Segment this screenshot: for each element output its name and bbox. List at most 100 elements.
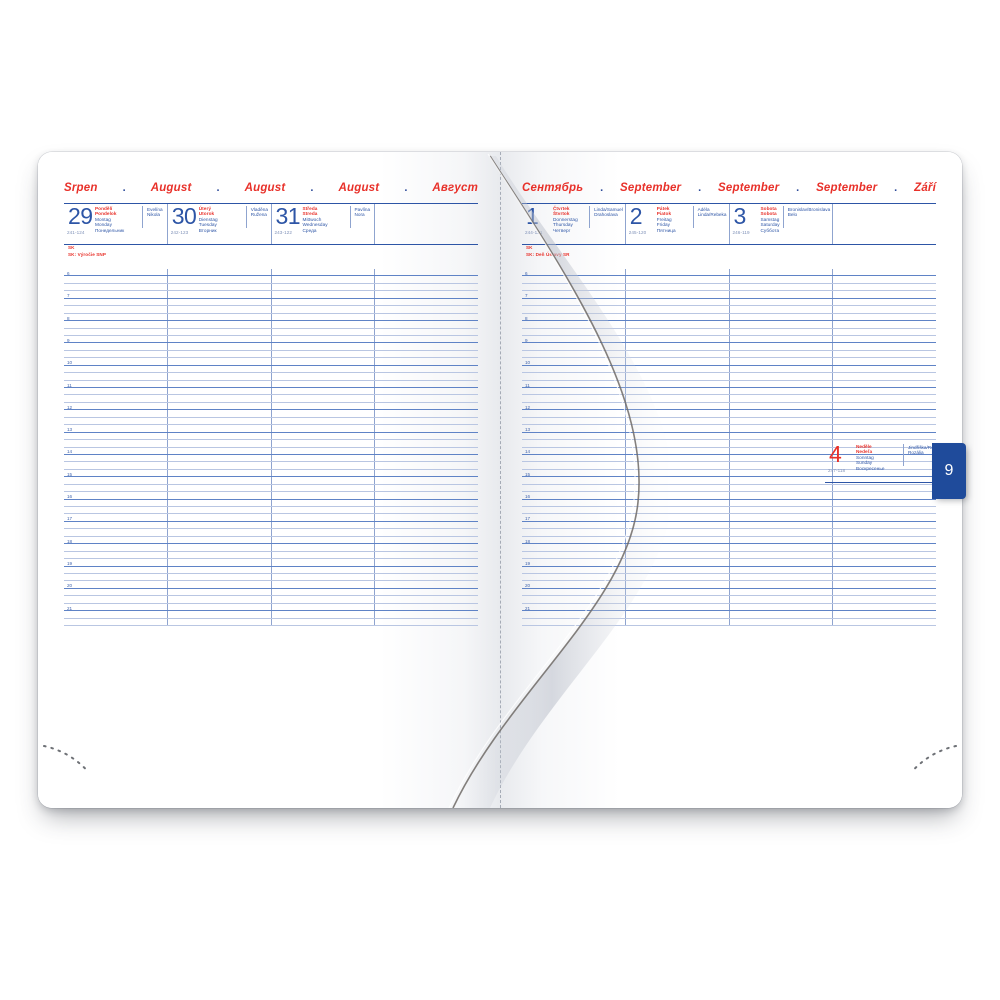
day-header-cell[interactable]	[832, 204, 936, 244]
time-slot-row[interactable]	[64, 500, 478, 507]
time-slot-row[interactable]: 16	[64, 492, 478, 500]
time-slot-row[interactable]	[64, 388, 478, 396]
day-header-cell[interactable]	[374, 204, 478, 244]
time-slot-row[interactable]	[522, 388, 936, 396]
time-slot-row[interactable]	[522, 351, 936, 359]
day-header-cell[interactable]: 29 241-124 Pondělí Pondelok Montag Monday Поне…	[64, 204, 167, 244]
time-slot-row[interactable]	[64, 284, 478, 292]
time-slot-row[interactable]: 13	[64, 425, 478, 433]
time-slot-row[interactable]	[64, 619, 478, 626]
time-slot-row[interactable]	[522, 306, 936, 314]
time-slot-row[interactable]	[522, 395, 936, 403]
time-slot-row[interactable]	[522, 574, 936, 582]
time-slot-row[interactable]: 18	[64, 537, 478, 545]
time-slot-row[interactable]	[522, 440, 936, 448]
time-slot-row[interactable]	[522, 529, 936, 537]
time-slot-row[interactable]: 10	[522, 358, 936, 366]
time-slot-row[interactable]	[64, 596, 478, 604]
time-slot-row[interactable]	[64, 462, 478, 470]
time-slot-row[interactable]	[522, 299, 936, 307]
time-slot-row[interactable]	[64, 455, 478, 463]
time-slot-row[interactable]	[64, 410, 478, 418]
time-slot-row[interactable]: 6	[64, 269, 478, 277]
time-slot-row[interactable]	[64, 373, 478, 381]
time-slot-row[interactable]	[64, 329, 478, 336]
time-slot-row[interactable]	[522, 373, 936, 381]
open-planner-book[interactable]: Srpen. August. August. August. Август 29 241-…	[38, 152, 962, 808]
day-header-cell[interactable]: 4 247-118 Neděle Nedeľa Sonntag Sunday Воскрес…	[825, 442, 953, 474]
time-slot-row[interactable]	[522, 589, 936, 597]
time-slot-row[interactable]	[64, 321, 478, 329]
time-slot-row[interactable]: 9	[64, 336, 478, 344]
time-slot-row[interactable]: 20	[64, 581, 478, 589]
time-slot-row[interactable]	[522, 596, 936, 604]
time-slot-row[interactable]	[522, 410, 936, 418]
time-slot-row[interactable]	[522, 477, 936, 485]
time-slot-row[interactable]	[64, 611, 478, 619]
time-slot-row[interactable]	[522, 276, 936, 284]
time-slot-row[interactable]	[64, 366, 478, 374]
time-slot-row[interactable]	[522, 329, 936, 336]
time-slot-row[interactable]	[64, 589, 478, 597]
time-slot-row[interactable]: 12	[64, 403, 478, 411]
time-slot-row[interactable]	[522, 552, 936, 560]
time-slot-row[interactable]	[64, 507, 478, 515]
time-slot-row[interactable]	[64, 522, 478, 530]
time-slot-row[interactable]	[522, 507, 936, 515]
time-slot-row[interactable]	[64, 567, 478, 574]
time-slot-row[interactable]: 11	[64, 381, 478, 388]
day-header-cell[interactable]: 3 246-119 Sobota Sobota Samstag Saturday Суббо…	[728, 204, 833, 244]
time-slot-row[interactable]: 12	[522, 403, 936, 411]
day-header-cell[interactable]: 2 245-120 Pátek Piatok Freitag Friday Пятница A…	[624, 204, 729, 244]
time-slot-row[interactable]: 9	[522, 336, 936, 344]
time-slot-row[interactable]: 8	[64, 314, 478, 322]
time-slot-row[interactable]	[522, 343, 936, 351]
time-slot-row[interactable]	[64, 552, 478, 560]
time-slot-row[interactable]: 15	[64, 470, 478, 478]
time-slot-row[interactable]	[522, 544, 936, 552]
time-slot-row[interactable]	[64, 351, 478, 359]
time-slot-row[interactable]	[64, 395, 478, 403]
time-slot-row[interactable]	[522, 485, 936, 493]
time-slot-row[interactable]	[64, 544, 478, 552]
time-slot-row[interactable]	[64, 574, 478, 582]
time-slot-row[interactable]	[522, 284, 936, 292]
time-slot-row[interactable]: 8	[522, 314, 936, 322]
time-slot-row[interactable]	[522, 418, 936, 426]
time-slot-row[interactable]	[64, 529, 478, 537]
time-slot-row[interactable]: 17	[64, 514, 478, 522]
time-slot-row[interactable]: 19	[64, 559, 478, 567]
time-slot-row[interactable]: 21	[522, 604, 936, 612]
day-header-cell[interactable]: 1 244-121 Čtvrtek Štvrtok Donnerstag Thursday…	[522, 204, 625, 244]
time-slot-row[interactable]: 14	[64, 448, 478, 455]
time-slot-row[interactable]	[522, 366, 936, 374]
time-slot-row[interactable]	[522, 522, 936, 530]
left-hour-grid[interactable]: 6 7 8 9 10 11 12 13 14 15 16 17 18 19 20 21	[64, 269, 478, 626]
time-slot-row[interactable]: 19	[522, 559, 936, 567]
time-slot-row[interactable]	[64, 440, 478, 448]
time-slot-row[interactable]: 13	[522, 425, 936, 433]
time-slot-row[interactable]	[522, 611, 936, 619]
time-slot-row[interactable]	[64, 306, 478, 314]
time-slot-row[interactable]: 17	[522, 514, 936, 522]
time-slot-row[interactable]: 20	[522, 581, 936, 589]
time-slot-row[interactable]	[522, 619, 936, 626]
time-slot-row[interactable]	[64, 418, 478, 426]
time-slot-row[interactable]	[64, 299, 478, 307]
time-slot-row[interactable]	[522, 321, 936, 329]
time-slot-row[interactable]	[64, 343, 478, 351]
month-tab[interactable]: 9	[932, 443, 966, 499]
time-slot-row[interactable]: 18	[522, 537, 936, 545]
time-slot-row[interactable]	[522, 462, 936, 470]
time-slot-row[interactable]: 7	[64, 291, 478, 299]
time-slot-row[interactable]	[64, 485, 478, 493]
time-slot-row[interactable]	[64, 477, 478, 485]
time-slot-row[interactable]: 21	[64, 604, 478, 612]
time-slot-row[interactable]: 10	[64, 358, 478, 366]
time-slot-row[interactable]	[522, 455, 936, 463]
time-slot-row[interactable]: 16	[522, 492, 936, 500]
time-slot-row[interactable]	[522, 567, 936, 574]
time-slot-row[interactable]	[64, 433, 478, 441]
day-header-cell[interactable]: 30 242-123 Úterý Utorok Dienstag Tuesday Вторн…	[166, 204, 271, 244]
time-slot-row[interactable]	[522, 500, 936, 507]
